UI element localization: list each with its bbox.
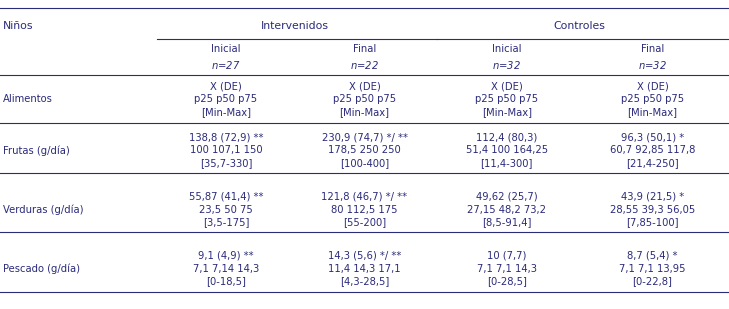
Text: p25 p50 p75: p25 p50 p75 xyxy=(333,95,396,104)
Text: X (DE): X (DE) xyxy=(348,82,381,91)
Text: Inicial: Inicial xyxy=(211,44,241,54)
Text: 96,3 (50,1) *: 96,3 (50,1) * xyxy=(621,133,684,142)
Text: [8,5-91,4]: [8,5-91,4] xyxy=(482,218,531,227)
Text: 121,8 (46,7) */ **: 121,8 (46,7) */ ** xyxy=(321,192,408,202)
Text: [55-200]: [55-200] xyxy=(343,218,386,227)
Text: 11,4 14,3 17,1: 11,4 14,3 17,1 xyxy=(328,264,401,274)
Text: [Min-Max]: [Min-Max] xyxy=(628,107,677,117)
Text: p25 p50 p75: p25 p50 p75 xyxy=(621,95,684,104)
Text: $n$=22: $n$=22 xyxy=(350,59,379,71)
Text: [0-22,8]: [0-22,8] xyxy=(633,277,672,286)
Text: 27,15 48,2 73,2: 27,15 48,2 73,2 xyxy=(467,205,546,214)
Text: [0-18,5]: [0-18,5] xyxy=(206,277,246,286)
Text: [35,7-330]: [35,7-330] xyxy=(200,158,252,168)
Text: [Min-Max]: [Min-Max] xyxy=(340,107,389,117)
Text: Verduras (g/día): Verduras (g/día) xyxy=(3,204,83,215)
Text: Frutas (g/día): Frutas (g/día) xyxy=(3,145,70,156)
Text: $n$=27: $n$=27 xyxy=(211,59,241,71)
Text: 23,5 50 75: 23,5 50 75 xyxy=(199,205,253,214)
Text: 49,62 (25,7): 49,62 (25,7) xyxy=(476,192,537,202)
Text: 7,1 7,14 14,3: 7,1 7,14 14,3 xyxy=(193,264,259,274)
Text: 60,7 92,85 117,8: 60,7 92,85 117,8 xyxy=(609,146,695,155)
Text: Final: Final xyxy=(353,44,376,54)
Text: [4,3-28,5]: [4,3-28,5] xyxy=(340,277,389,286)
Text: 178,5 250 250: 178,5 250 250 xyxy=(328,146,401,155)
Text: [Min-Max]: [Min-Max] xyxy=(201,107,251,117)
Text: $n$=32: $n$=32 xyxy=(638,59,667,71)
Text: 230,9 (74,7) */ **: 230,9 (74,7) */ ** xyxy=(321,133,408,142)
Text: $n$=32: $n$=32 xyxy=(492,59,521,71)
Text: 7,1 7,1 14,3: 7,1 7,1 14,3 xyxy=(477,264,537,274)
Text: 14,3 (5,6) */ **: 14,3 (5,6) */ ** xyxy=(328,251,401,261)
Text: 55,87 (41,4) **: 55,87 (41,4) ** xyxy=(189,192,263,202)
Text: X (DE): X (DE) xyxy=(210,82,242,91)
Text: [0-28,5]: [0-28,5] xyxy=(487,277,526,286)
Text: [3,5-175]: [3,5-175] xyxy=(203,218,249,227)
Text: [7,85-100]: [7,85-100] xyxy=(626,218,679,227)
Text: 10 (7,7): 10 (7,7) xyxy=(487,251,526,261)
Text: 9,1 (4,9) **: 9,1 (4,9) ** xyxy=(198,251,254,261)
Text: X (DE): X (DE) xyxy=(491,82,523,91)
Text: 80 112,5 175: 80 112,5 175 xyxy=(331,205,398,214)
Text: X (DE): X (DE) xyxy=(636,82,668,91)
Text: Niños: Niños xyxy=(3,21,34,31)
Text: p25 p50 p75: p25 p50 p75 xyxy=(475,95,538,104)
Text: 7,1 7,1 13,95: 7,1 7,1 13,95 xyxy=(619,264,686,274)
Text: Alimentos: Alimentos xyxy=(3,94,52,104)
Text: 100 107,1 150: 100 107,1 150 xyxy=(190,146,262,155)
Text: 51,4 100 164,25: 51,4 100 164,25 xyxy=(466,146,547,155)
Text: Pescado (g/día): Pescado (g/día) xyxy=(3,264,80,274)
Text: 112,4 (80,3): 112,4 (80,3) xyxy=(476,133,537,142)
Text: Controles: Controles xyxy=(553,21,606,31)
Text: p25 p50 p75: p25 p50 p75 xyxy=(195,95,257,104)
Text: 43,9 (21,5) *: 43,9 (21,5) * xyxy=(621,192,684,202)
Text: Final: Final xyxy=(641,44,664,54)
Text: 28,55 39,3 56,05: 28,55 39,3 56,05 xyxy=(610,205,695,214)
Text: 138,8 (72,9) **: 138,8 (72,9) ** xyxy=(189,133,263,142)
Text: [21,4-250]: [21,4-250] xyxy=(626,158,679,168)
Text: [11,4-300]: [11,4-300] xyxy=(480,158,533,168)
Text: 8,7 (5,4) *: 8,7 (5,4) * xyxy=(627,251,678,261)
Text: [100-400]: [100-400] xyxy=(340,158,389,168)
Text: Inicial: Inicial xyxy=(492,44,521,54)
Text: Intervenidos: Intervenidos xyxy=(261,21,330,31)
Text: [Min-Max]: [Min-Max] xyxy=(482,107,531,117)
